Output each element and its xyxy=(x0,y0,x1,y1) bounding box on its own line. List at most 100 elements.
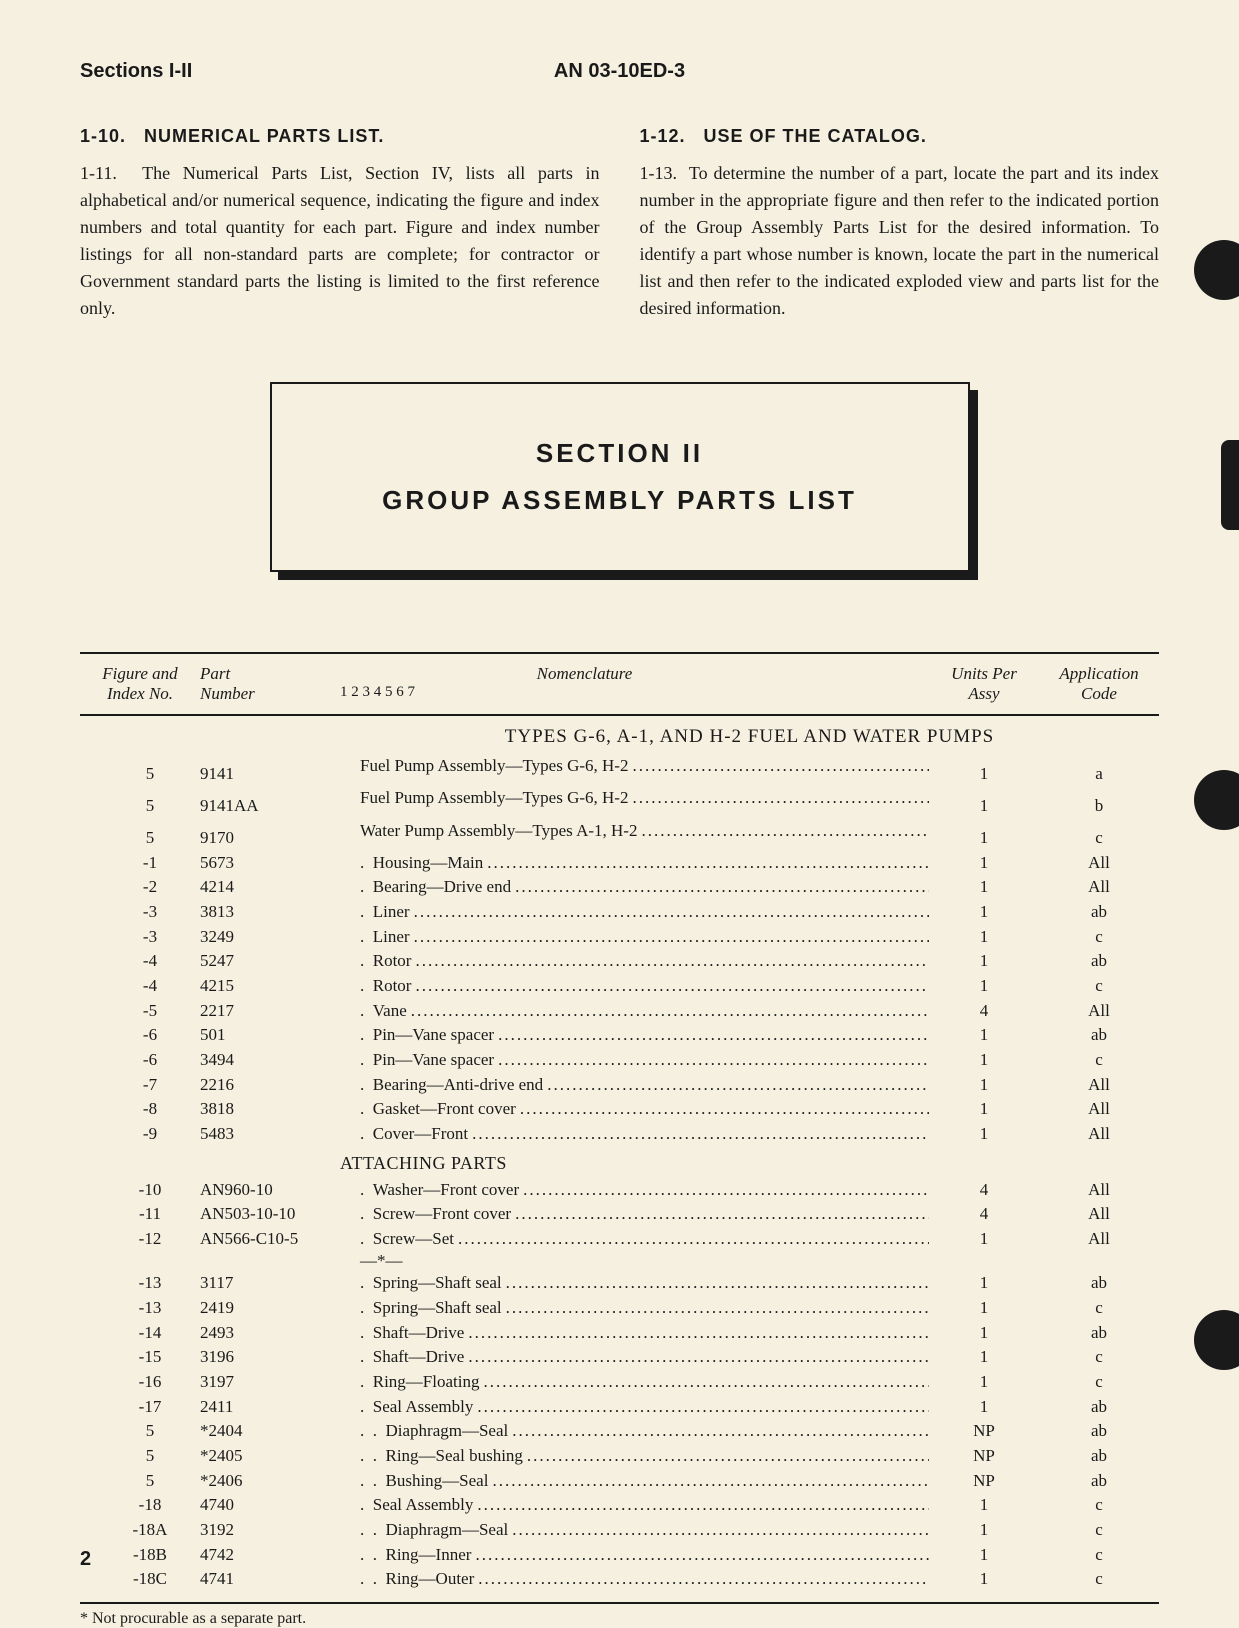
cell-part: 4741 xyxy=(200,1567,340,1592)
cell-nomenclature: . Housing—Main .........................… xyxy=(340,851,929,876)
cell-fig: -18C xyxy=(80,1567,200,1592)
cell-part: 2217 xyxy=(200,999,340,1024)
cell-part: 3117 xyxy=(200,1271,340,1296)
heading-num: 1-12. xyxy=(640,126,686,146)
cell-part: 2216 xyxy=(200,1073,340,1098)
table-row: -11AN503-10-10. Screw—Front cover ......… xyxy=(80,1202,1159,1227)
cell-part: 3818 xyxy=(200,1097,340,1122)
cell-fig: 5 xyxy=(80,1469,200,1494)
heading-num: 1-10. xyxy=(80,126,126,146)
cell-fig: -1 xyxy=(80,851,200,876)
cell-fig: -16 xyxy=(80,1370,200,1395)
cell-app: All xyxy=(1039,1227,1159,1252)
heading-text: NUMERICAL PARTS LIST. xyxy=(144,126,384,146)
table-row: -153196. Shaft—Drive ...................… xyxy=(80,1345,1159,1370)
cell-fig: -6 xyxy=(80,1048,200,1073)
body-columns: 1-10. NUMERICAL PARTS LIST. 1-11. The Nu… xyxy=(80,123,1159,322)
cell-part: 3196 xyxy=(200,1345,340,1370)
cell-units: 1 xyxy=(929,875,1039,900)
cell-units: 4 xyxy=(929,1178,1039,1203)
table-row: -163197. Ring—Floating .................… xyxy=(80,1370,1159,1395)
cell-fig: 5 xyxy=(80,762,200,787)
cell-units: 1 xyxy=(929,1321,1039,1346)
section-heading: 1-10. NUMERICAL PARTS LIST. xyxy=(80,123,600,150)
punch-hole xyxy=(1194,770,1239,830)
cell-units: 1 xyxy=(929,1395,1039,1420)
cell-app: c xyxy=(1039,1296,1159,1321)
cell-fig: -2 xyxy=(80,875,200,900)
cell-part: 3249 xyxy=(200,925,340,950)
cell-app: ab xyxy=(1039,1023,1159,1048)
cell-app: c xyxy=(1039,1518,1159,1543)
table-title: TYPES G-6, A-1, AND H-2 FUEL AND WATER P… xyxy=(80,716,1159,754)
cell-units: NP xyxy=(929,1469,1039,1494)
page-number: 2 xyxy=(80,1548,91,1571)
cell-fig: -18 xyxy=(80,1493,200,1518)
cell-units: 1 xyxy=(929,1370,1039,1395)
cell-units: 1 xyxy=(929,762,1039,787)
punch-hole xyxy=(1194,1310,1239,1370)
cell-app: ab xyxy=(1039,1444,1159,1469)
cell-part: 501 xyxy=(200,1023,340,1048)
cell-fig: 5 xyxy=(80,826,200,851)
cell-units: 1 xyxy=(929,851,1039,876)
table-row: -44215. Rotor ..........................… xyxy=(80,974,1159,999)
cell-part: 9170 xyxy=(200,826,340,851)
col-head-fig: Figure andIndex No. xyxy=(80,664,200,704)
cell-units: 1 xyxy=(929,1023,1039,1048)
cell-app: b xyxy=(1039,794,1159,819)
table-row: -45247. Rotor ..........................… xyxy=(80,949,1159,974)
edge-tab xyxy=(1221,440,1239,530)
cell-units: 1 xyxy=(929,1048,1039,1073)
cell-fig: -3 xyxy=(80,900,200,925)
cell-part: 4215 xyxy=(200,974,340,999)
table-row: 5*2406. . Bushing—Seal .................… xyxy=(80,1469,1159,1494)
table-row: -6501. Pin—Vane spacer .................… xyxy=(80,1023,1159,1048)
table-row: -24214. Bearing—Drive end ..............… xyxy=(80,875,1159,900)
left-column: 1-10. NUMERICAL PARTS LIST. 1-11. The Nu… xyxy=(80,123,600,322)
cell-fig: -17 xyxy=(80,1395,200,1420)
cell-app: All xyxy=(1039,875,1159,900)
cell-app: ab xyxy=(1039,949,1159,974)
attaching-parts-heading: ATTACHING PARTS xyxy=(80,1147,1159,1178)
col-head-nom: Nomenclature 1 2 3 4 5 6 7 xyxy=(340,664,929,704)
cell-app: a xyxy=(1039,762,1159,787)
running-header: Sections I-II AN 03-10ED-3 xyxy=(80,60,1159,83)
cell-nomenclature: Fuel Pump Assembly—Types G-6, H-2 ......… xyxy=(340,786,929,811)
table-rows-b: -10AN960-10. Washer—Front cover ........… xyxy=(80,1178,1159,1252)
cell-units: 4 xyxy=(929,1202,1039,1227)
cell-fig: -9 xyxy=(80,1122,200,1147)
table-row: -10AN960-10. Washer—Front cover ........… xyxy=(80,1178,1159,1203)
cell-units: 1 xyxy=(929,1493,1039,1518)
punch-hole xyxy=(1194,240,1239,300)
cell-part: 4742 xyxy=(200,1543,340,1568)
header-center: AN 03-10ED-3 xyxy=(554,60,685,83)
cell-fig: -7 xyxy=(80,1073,200,1098)
cell-part: 2411 xyxy=(200,1395,340,1420)
section-box-line2: GROUP ASSEMBLY PARTS LIST xyxy=(382,485,857,516)
cell-fig: -10 xyxy=(80,1178,200,1203)
table-row: -184740. Seal Assembly .................… xyxy=(80,1493,1159,1518)
cell-fig: -12 xyxy=(80,1227,200,1252)
cell-units: 1 xyxy=(929,826,1039,851)
cell-app: c xyxy=(1039,1345,1159,1370)
cell-part: *2404 xyxy=(200,1419,340,1444)
cell-fig: -3 xyxy=(80,925,200,950)
cell-units: 4 xyxy=(929,999,1039,1024)
footnote: * Not procurable as a separate part. xyxy=(80,1602,1159,1628)
cell-nomenclature: . Gasket—Front cover ...................… xyxy=(340,1097,929,1122)
table-row: 59141AAFuel Pump Assembly—Types G-6, H-2… xyxy=(80,786,1159,818)
cell-nomenclature: . Screw—Front cover ....................… xyxy=(340,1202,929,1227)
cell-part: 9141AA xyxy=(200,794,340,819)
cell-nomenclature: . . Diaphragm—Seal .....................… xyxy=(340,1419,929,1444)
cell-nomenclature: . Screw—Set ............................… xyxy=(340,1227,929,1252)
section-title-box: SECTION II GROUP ASSEMBLY PARTS LIST xyxy=(80,382,1159,572)
table-row: -142493. Shaft—Drive ...................… xyxy=(80,1321,1159,1346)
table-row: -95483. Cover—Front ....................… xyxy=(80,1122,1159,1147)
cell-part: 5247 xyxy=(200,949,340,974)
cell-fig: -11 xyxy=(80,1202,200,1227)
cell-app: c xyxy=(1039,1567,1159,1592)
cell-part: 3192 xyxy=(200,1518,340,1543)
cell-part: AN566-C10-5 xyxy=(200,1227,340,1252)
cell-units: 1 xyxy=(929,974,1039,999)
